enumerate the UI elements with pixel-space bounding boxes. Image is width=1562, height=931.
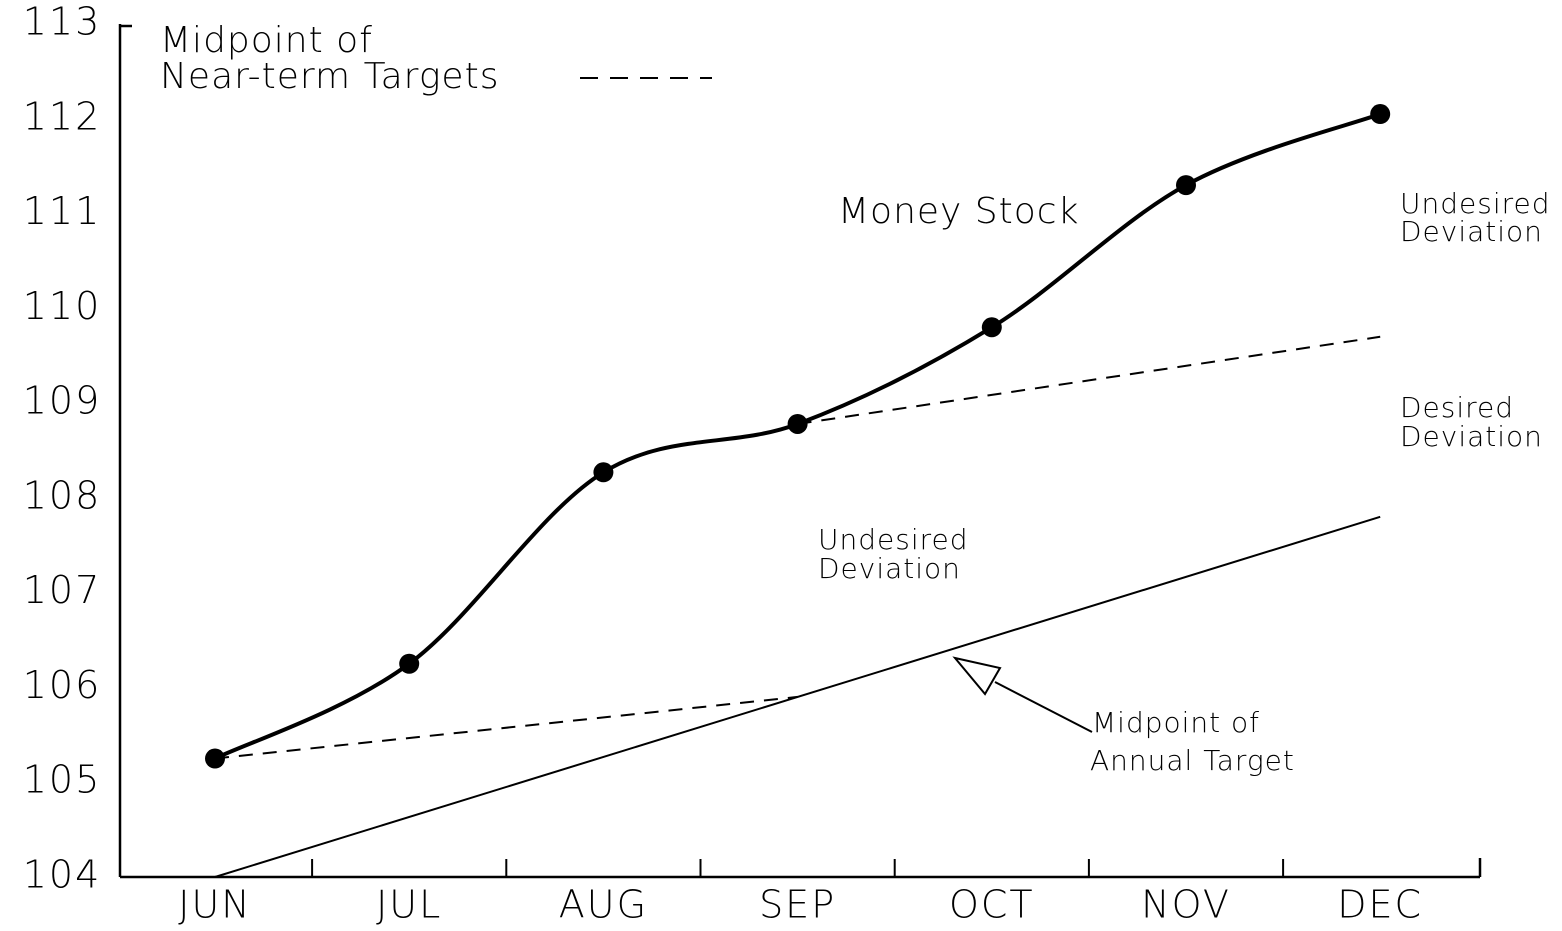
x-tick-label: OCT (949, 883, 1035, 927)
data-point (399, 653, 420, 674)
annotation: Midpoint of (1092, 706, 1260, 739)
series-line (214, 695, 798, 760)
arrow-head (952, 656, 1002, 696)
annotation: Deviation (1400, 420, 1543, 453)
x-tick-label: JUN (178, 883, 251, 927)
x-tick-label: DEC (1337, 883, 1423, 927)
annotation: Undesired (1400, 187, 1551, 220)
annotation: Deviation (1400, 215, 1543, 248)
y-tick-label: 107 (23, 568, 102, 612)
y-tick-label: 109 (23, 379, 102, 423)
annotation: Desired (1400, 391, 1514, 424)
y-tick-label: 104 (23, 853, 102, 897)
legend-label: Near-term Targets (160, 56, 499, 97)
series-label: Money Stock (838, 191, 1079, 232)
y-tick-label: 108 (23, 473, 102, 517)
x-tick-label: AUG (559, 883, 648, 927)
x-tick-label: SEP (759, 883, 836, 927)
y-tick-label: 113 (23, 0, 102, 44)
annotation: Undesired (818, 523, 969, 556)
y-tick-label: 111 (23, 189, 102, 233)
x-tick-label: JUL (376, 883, 442, 927)
legend-label: Midpoint of (160, 20, 373, 61)
y-tick-label: 106 (23, 663, 102, 707)
arrow-shaft (994, 681, 1093, 733)
series-line (214, 515, 1381, 878)
annotation: Annual Target (1090, 744, 1295, 777)
x-tick-label: NOV (1141, 883, 1231, 927)
y-tick-label: 112 (23, 94, 102, 138)
data-point (1370, 104, 1391, 125)
annotation: Deviation (818, 552, 961, 585)
series-line (797, 335, 1381, 425)
y-tick-label: 110 (23, 284, 102, 328)
data-point (593, 462, 614, 483)
series-line (214, 112, 1381, 761)
data-point (981, 317, 1002, 338)
data-point (1176, 175, 1196, 196)
y-tick-label: 105 (23, 758, 102, 802)
